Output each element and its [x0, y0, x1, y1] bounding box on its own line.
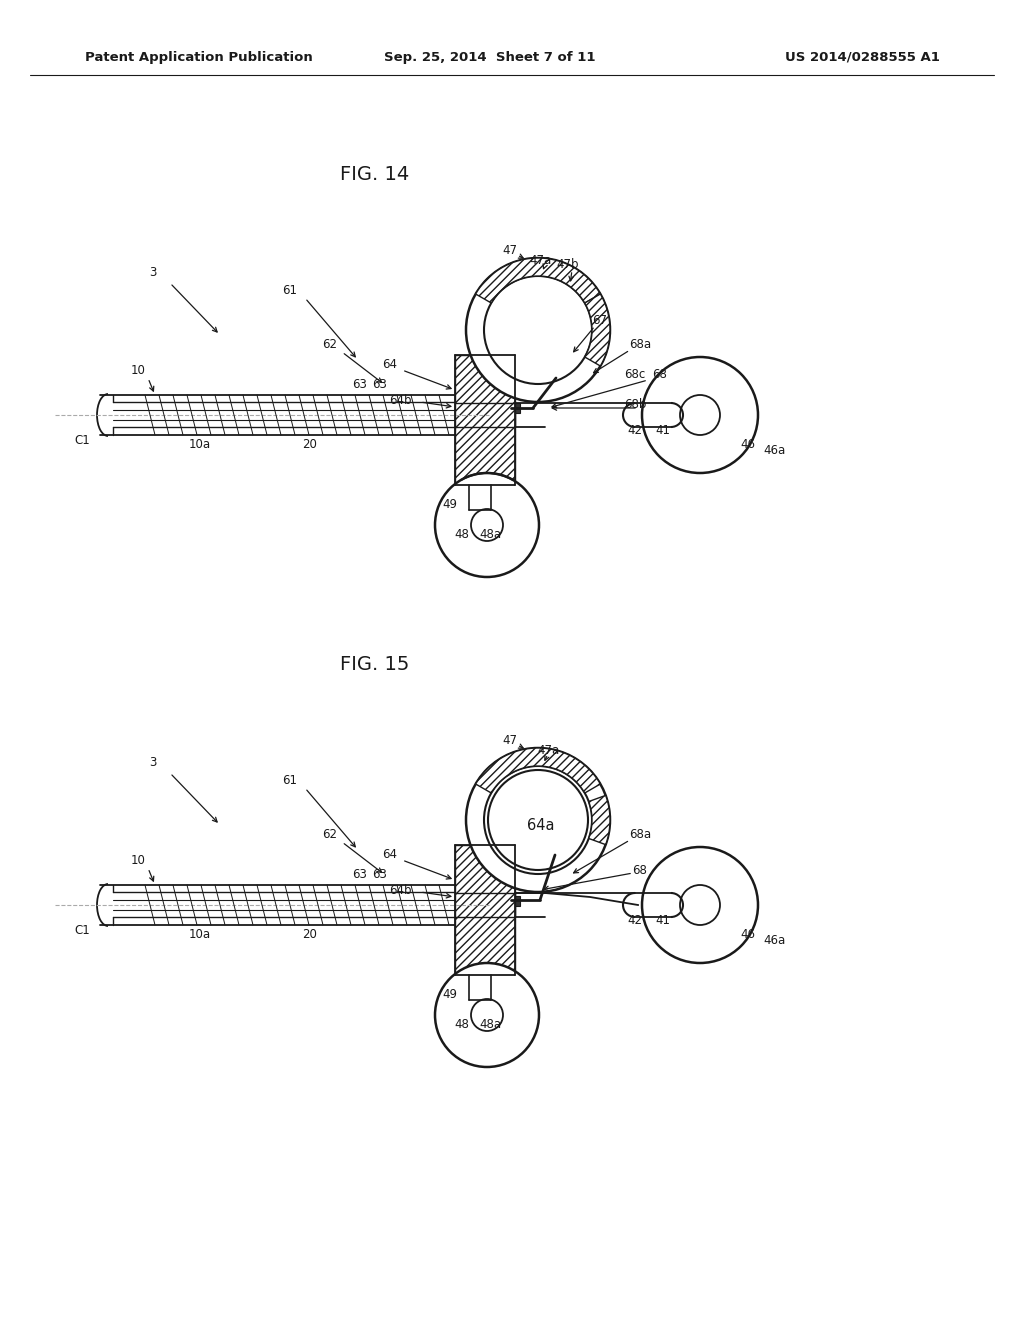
Bar: [469, 484, 490, 510]
Text: 63: 63: [352, 869, 368, 882]
Text: Sep. 25, 2014  Sheet 7 of 11: Sep. 25, 2014 Sheet 7 of 11: [384, 50, 596, 63]
Text: 68b: 68b: [624, 399, 646, 412]
Text: 41: 41: [655, 424, 671, 437]
Circle shape: [484, 276, 592, 384]
Text: 10a: 10a: [189, 438, 211, 451]
Circle shape: [484, 766, 592, 874]
Text: 48: 48: [455, 1019, 469, 1031]
Text: 49: 49: [442, 989, 458, 1002]
Text: 68c: 68c: [625, 368, 645, 381]
Text: 46: 46: [740, 438, 756, 451]
Circle shape: [680, 395, 720, 436]
Text: 64b: 64b: [389, 883, 412, 896]
Text: 48: 48: [455, 528, 469, 541]
Polygon shape: [475, 748, 600, 793]
Text: FIG. 15: FIG. 15: [340, 656, 410, 675]
Text: 46: 46: [740, 928, 756, 941]
Text: 62: 62: [323, 338, 338, 351]
Text: C1: C1: [74, 924, 90, 936]
Bar: [506, 403, 520, 413]
Text: 68a: 68a: [629, 829, 651, 842]
Text: 64a: 64a: [527, 817, 555, 833]
Circle shape: [471, 510, 503, 541]
Text: 46a: 46a: [764, 444, 786, 457]
Text: 10: 10: [131, 363, 145, 376]
Text: 64: 64: [383, 849, 397, 862]
Text: 10: 10: [131, 854, 145, 866]
Text: 47a: 47a: [537, 743, 559, 756]
Text: 3: 3: [150, 756, 157, 770]
Text: 47: 47: [503, 734, 517, 747]
Text: 61: 61: [283, 774, 298, 787]
Bar: [455, 355, 515, 484]
Text: 46a: 46a: [764, 933, 786, 946]
Bar: [469, 975, 490, 1001]
Circle shape: [680, 884, 720, 925]
Bar: [506, 896, 520, 906]
Circle shape: [466, 257, 610, 403]
Polygon shape: [585, 294, 610, 366]
Text: 63: 63: [373, 379, 387, 392]
Text: 68: 68: [652, 368, 668, 381]
Circle shape: [435, 964, 539, 1067]
Text: 64: 64: [383, 359, 397, 371]
Bar: [455, 845, 515, 975]
Circle shape: [488, 770, 588, 870]
Circle shape: [435, 473, 539, 577]
Text: 62: 62: [323, 829, 338, 842]
Text: 63: 63: [352, 379, 368, 392]
Text: 49: 49: [442, 499, 458, 511]
Bar: [455, 403, 515, 426]
Text: 20: 20: [302, 928, 317, 941]
Text: 48a: 48a: [479, 1019, 501, 1031]
Text: 64b: 64b: [389, 393, 412, 407]
Text: 42: 42: [628, 424, 642, 437]
Polygon shape: [589, 796, 610, 845]
Circle shape: [471, 999, 503, 1031]
Text: 68: 68: [633, 863, 647, 876]
Circle shape: [642, 847, 758, 964]
Text: Patent Application Publication: Patent Application Publication: [85, 50, 312, 63]
Text: 61: 61: [283, 284, 298, 297]
Text: 20: 20: [302, 438, 317, 451]
Text: C1: C1: [74, 433, 90, 446]
Text: 3: 3: [150, 267, 157, 280]
Text: 10a: 10a: [189, 928, 211, 941]
Text: 67: 67: [593, 314, 607, 326]
Circle shape: [642, 356, 758, 473]
Text: US 2014/0288555 A1: US 2014/0288555 A1: [785, 50, 940, 63]
Text: 47a: 47a: [528, 253, 551, 267]
Polygon shape: [475, 257, 600, 304]
Text: 48a: 48a: [479, 528, 501, 541]
Text: 47b: 47b: [557, 259, 580, 272]
Circle shape: [466, 748, 610, 892]
Text: 41: 41: [655, 913, 671, 927]
Bar: [455, 894, 515, 917]
Text: 42: 42: [628, 913, 642, 927]
Text: FIG. 14: FIG. 14: [340, 165, 410, 185]
Text: 63: 63: [373, 869, 387, 882]
Text: 47: 47: [503, 243, 517, 256]
Text: 68a: 68a: [629, 338, 651, 351]
